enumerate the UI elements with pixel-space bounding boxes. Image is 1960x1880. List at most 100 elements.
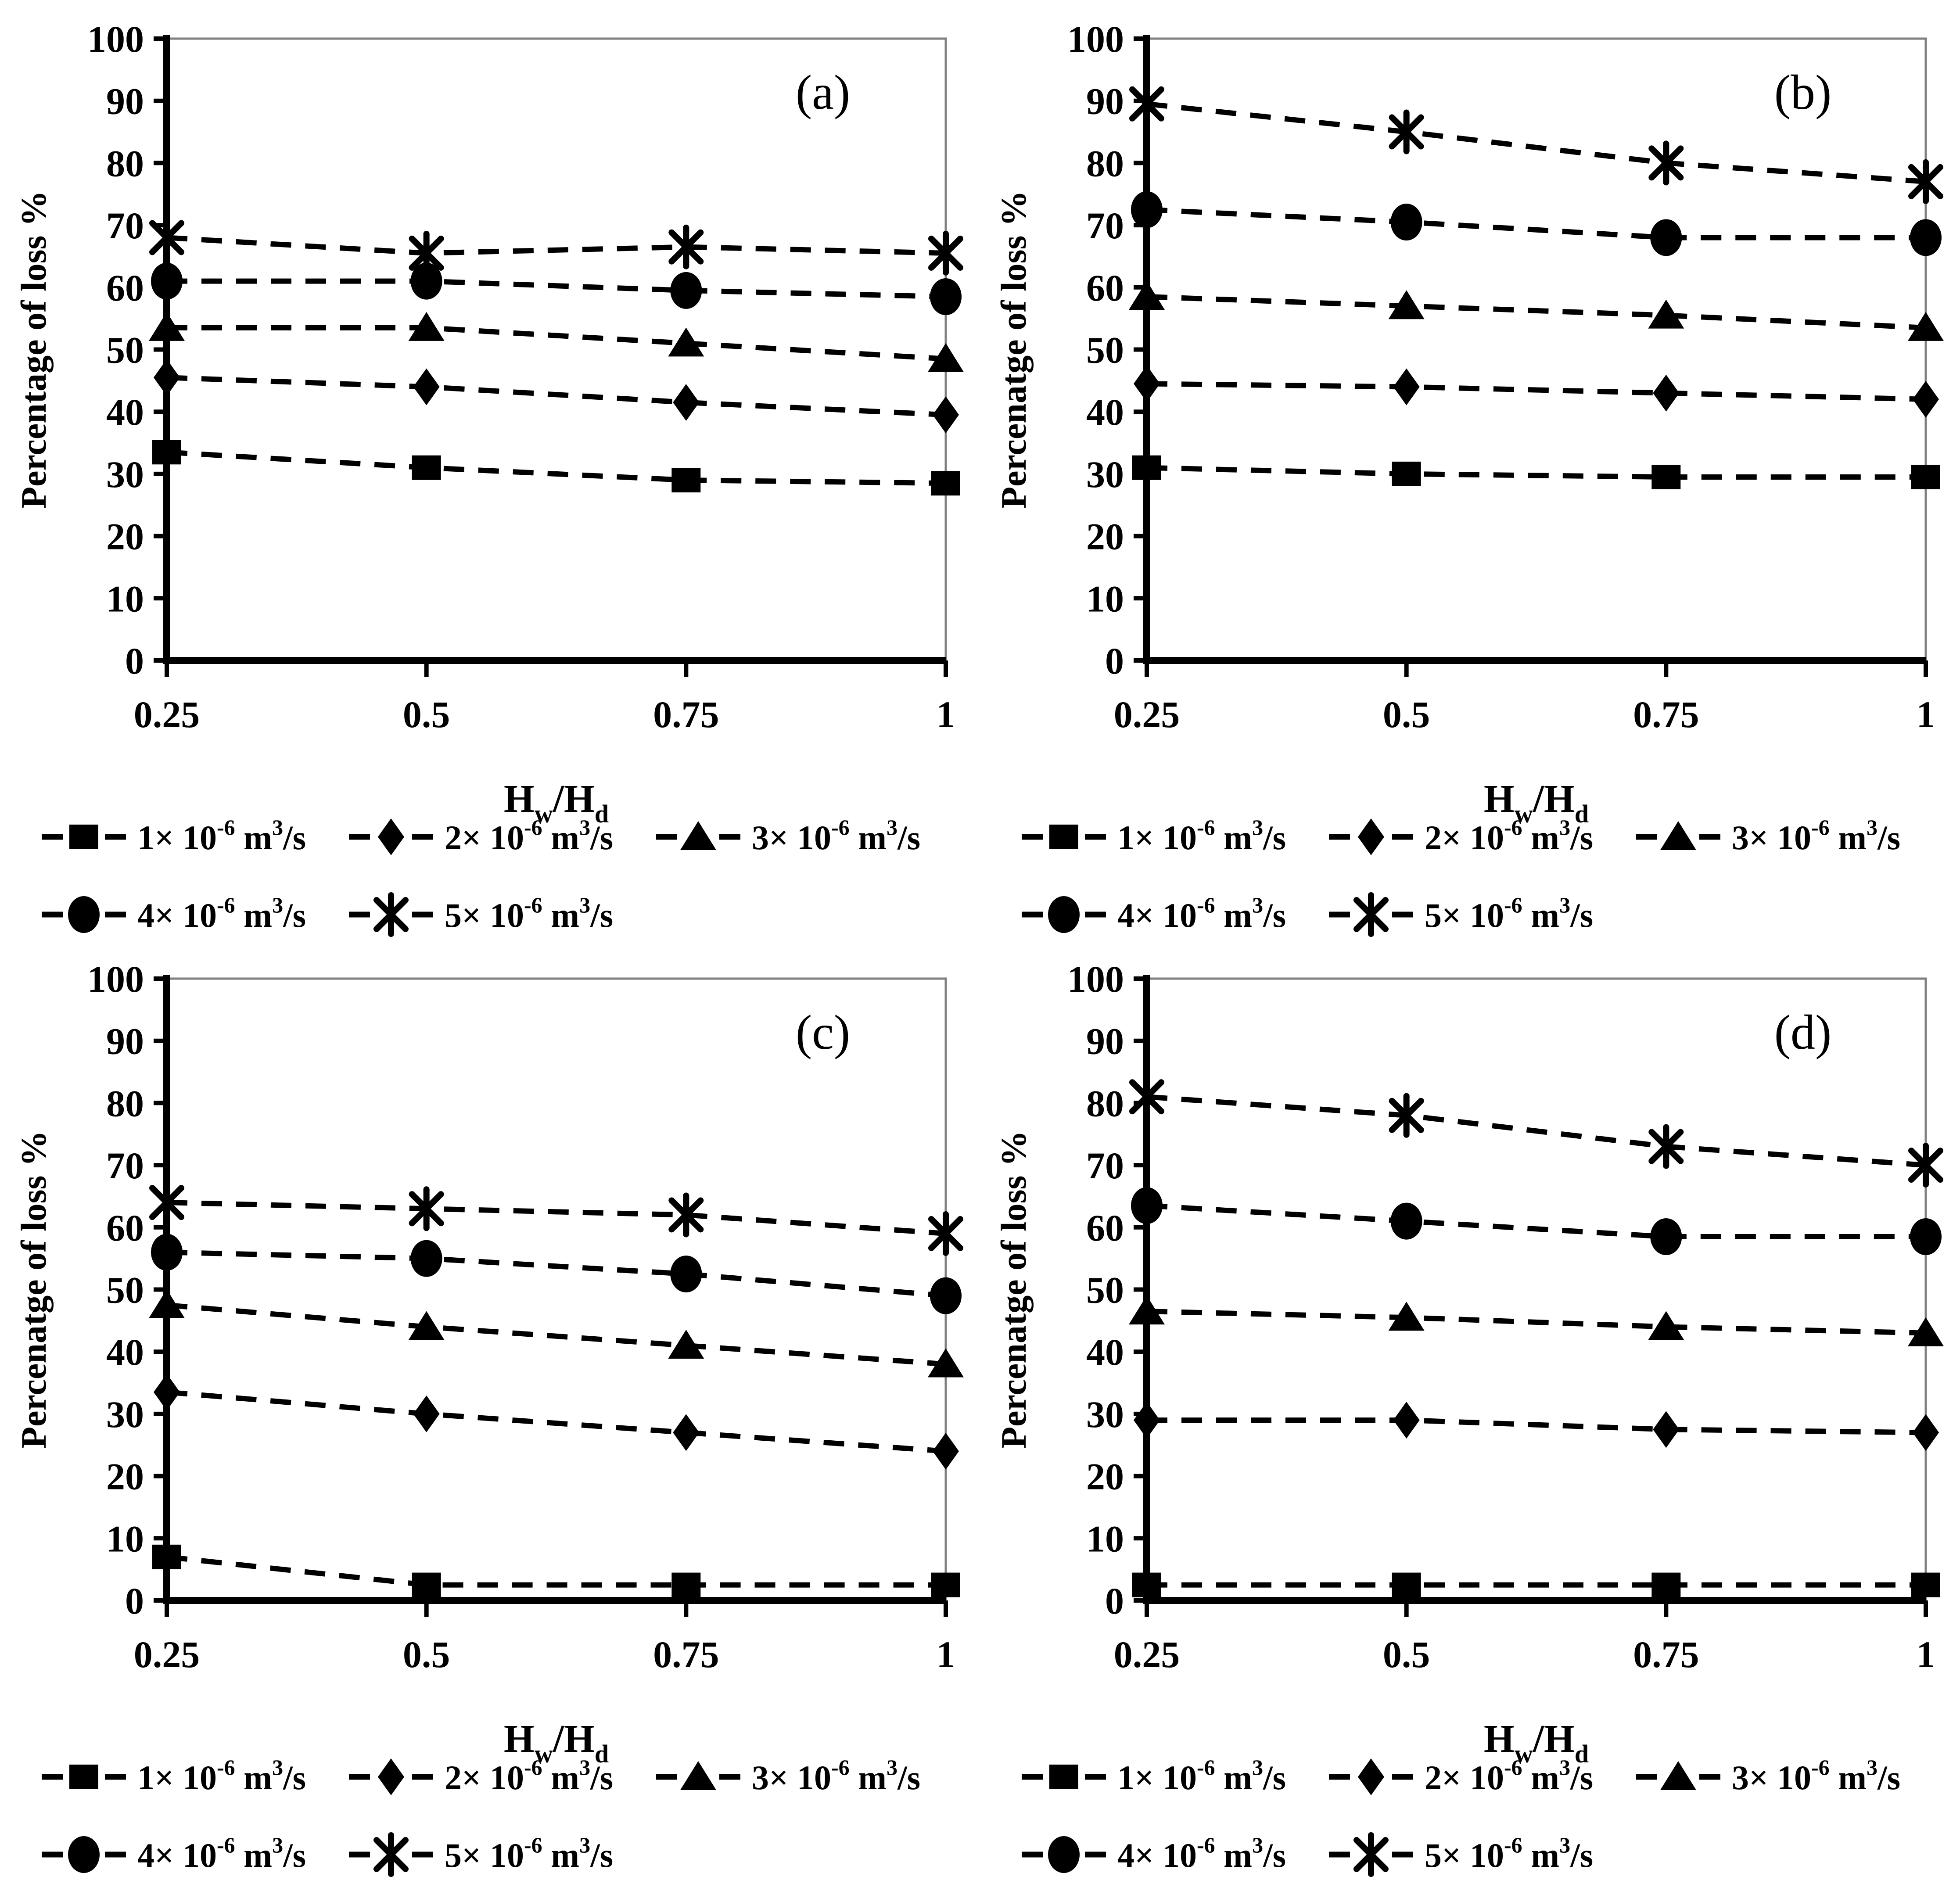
plot-border <box>1145 977 1927 1602</box>
legend-item-diamond: 2× 10-6 m3/s <box>349 815 613 857</box>
marker-star <box>668 224 704 269</box>
marker-triangle <box>149 312 185 341</box>
y-tick-label: 70 <box>106 1145 144 1187</box>
marker-star <box>1129 1074 1164 1119</box>
series-diamond <box>154 1374 959 1470</box>
y-tick-label: 30 <box>1086 1393 1124 1435</box>
chart-panel-c: 0 10 20 30 40 50 60 70 80 90 100 0.25 0.5 0.75 1 Hw/Hd P… <box>14 958 964 1877</box>
x-tick-label: 0.75 <box>1633 693 1699 735</box>
legend-label: 2× 10-6 m3/s <box>445 1755 613 1797</box>
series-line <box>1146 465 1926 480</box>
marker-square <box>671 1572 701 1597</box>
marker-circle <box>151 1234 183 1271</box>
y-tick-label: 50 <box>106 329 144 371</box>
panel-b: 0 10 20 30 40 50 60 70 80 90 100 0.25 0.5 0.75 1 Hw/Hd P… <box>980 0 1960 940</box>
series-triangle <box>149 1289 964 1378</box>
marker-triangle <box>1388 1302 1425 1331</box>
marker-diamond <box>1134 365 1160 402</box>
y-tick-label: 20 <box>1086 516 1124 558</box>
marker-square <box>152 440 181 465</box>
y-tick-label: 10 <box>106 578 144 620</box>
marker-triangle <box>1908 1317 1944 1346</box>
marker-square <box>1132 1572 1161 1597</box>
marker-diamond <box>1913 380 1939 418</box>
x-tick-label: 0.25 <box>1114 1633 1180 1675</box>
marker-circle <box>670 272 702 309</box>
y-axis-label: Percentage of loss % <box>14 190 54 509</box>
series-line <box>167 278 946 300</box>
marker-circle <box>410 262 442 300</box>
chart-panel-b: 0 10 20 30 40 50 60 70 80 90 100 0.25 0.5 0.75 1 Hw/Hd P… <box>994 18 1944 937</box>
legend-item-triangle: 3× 10-6 m3/s <box>656 815 920 857</box>
marker-diamond <box>154 1374 180 1411</box>
marker-star <box>1908 159 1943 204</box>
legend-item-square: 1× 10-6 m3/s <box>1022 815 1286 857</box>
panel-a: 0 10 20 30 40 50 60 70 80 90 100 0.25 0.5 0.75 1 Hw/Hd P… <box>0 0 980 940</box>
marker-square <box>152 1544 181 1569</box>
legend-item-triangle: 3× 10-6 m3/s <box>1636 815 1900 857</box>
y-tick-label: 90 <box>106 1020 144 1062</box>
legend-item-square: 1× 10-6 m3/s <box>42 815 306 857</box>
marker-triangle <box>149 1289 185 1318</box>
marker-star <box>1353 1832 1389 1877</box>
y-axis-label: Percenatge of loss % <box>994 1130 1034 1449</box>
y-tick-label: 70 <box>1086 205 1124 247</box>
marker-star <box>1648 1124 1684 1169</box>
legend-label: 3× 10-6 m3/s <box>1732 815 1900 857</box>
marker-star <box>1389 1093 1424 1138</box>
chart-panel-d: 0 10 20 30 40 50 60 70 80 90 100 0.25 0.5 0.75 1 Hw/Hd P… <box>994 958 1944 1877</box>
legend-item-circle: 4× 10-6 m3/s <box>42 893 306 934</box>
marker-triangle <box>1648 1311 1684 1340</box>
series-star <box>1129 81 1943 204</box>
marker-diamond <box>154 359 180 396</box>
marker-star <box>928 230 963 276</box>
marker-circle <box>930 278 962 316</box>
marker-star <box>373 892 409 937</box>
legend-item-triangle: 3× 10-6 m3/s <box>1636 1755 1900 1797</box>
series-line <box>1146 1203 1926 1240</box>
x-tick-label: 1 <box>937 693 955 735</box>
series-star <box>149 1180 963 1256</box>
legend-label: 3× 10-6 m3/s <box>752 1755 920 1797</box>
legend-item-triangle: 3× 10-6 m3/s <box>656 1755 920 1797</box>
series-square <box>152 440 960 496</box>
series-star <box>1129 1074 1943 1188</box>
y-tick-label: 80 <box>106 1082 144 1124</box>
marker-diamond <box>673 384 700 421</box>
x-axis-label: Hw/Hd <box>1484 1717 1589 1768</box>
y-tick-label: 40 <box>1086 1331 1124 1373</box>
y-tick-label: 0 <box>1105 640 1124 682</box>
marker-square <box>931 1572 960 1597</box>
legend-label: 4× 10-6 m3/s <box>1117 893 1286 934</box>
marker-square <box>1651 464 1681 489</box>
x-tick-label: 0.5 <box>1383 1633 1430 1675</box>
marker-star <box>409 1186 444 1231</box>
series-square <box>1132 1572 1940 1597</box>
marker-diamond <box>933 396 959 434</box>
legend-label: 1× 10-6 m3/s <box>1117 815 1286 857</box>
y-tick-label: 40 <box>106 391 144 433</box>
y-tick-label: 90 <box>106 80 144 122</box>
legend-item-circle: 4× 10-6 m3/s <box>42 1833 306 1874</box>
legend-label: 1× 10-6 m3/s <box>1117 1755 1286 1797</box>
marker-square <box>1911 464 1940 489</box>
chart-panel-a: 0 10 20 30 40 50 60 70 80 90 100 0.25 0.5 0.75 1 Hw/Hd P… <box>14 18 964 937</box>
series-circle <box>1131 191 1942 256</box>
legend-item-star: 5× 10-6 m3/s <box>349 1832 613 1877</box>
series-circle <box>151 262 962 316</box>
series-line <box>166 1249 946 1299</box>
y-tick-label: 50 <box>1086 329 1124 371</box>
marker-diamond <box>1393 1402 1420 1439</box>
y-tick-label: 20 <box>106 516 144 558</box>
marker-diamond <box>378 818 404 855</box>
marker-circle <box>1910 219 1942 256</box>
plot-border <box>1145 37 1927 662</box>
y-tick-label: 10 <box>1086 578 1124 620</box>
series-line <box>1146 207 1926 240</box>
x-axis-label: Hw/Hd <box>504 1717 609 1768</box>
marker-diamond <box>1358 818 1384 855</box>
y-axis-label: Percenatge of loss % <box>14 1130 54 1449</box>
series-line <box>1146 1309 1926 1336</box>
legend-label: 4× 10-6 m3/s <box>1117 1833 1286 1874</box>
marker-triangle <box>668 327 704 357</box>
